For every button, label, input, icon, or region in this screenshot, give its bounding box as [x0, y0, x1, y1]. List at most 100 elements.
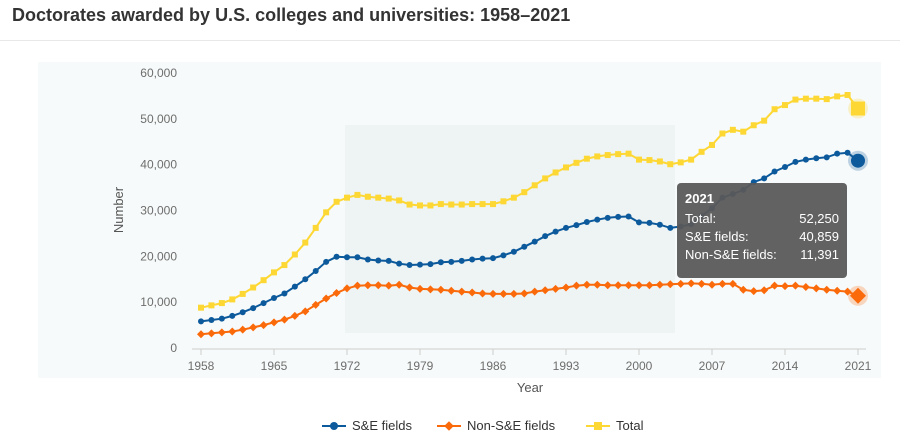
data-point-se-fields[interactable]: [615, 213, 622, 220]
data-point-total[interactable]: [229, 296, 236, 303]
data-point-se-fields[interactable]: [354, 254, 361, 261]
data-point-total[interactable]: [851, 101, 865, 116]
data-point-se-fields[interactable]: [510, 248, 517, 255]
data-point-non-se-fields[interactable]: [436, 285, 445, 294]
data-point-total[interactable]: [604, 152, 611, 159]
data-point-non-se-fields[interactable]: [728, 279, 737, 288]
data-point-total[interactable]: [333, 198, 340, 205]
data-point-total[interactable]: [364, 193, 371, 200]
data-point-total[interactable]: [250, 284, 257, 291]
data-point-non-se-fields[interactable]: [760, 286, 769, 295]
data-point-total[interactable]: [479, 201, 486, 208]
data-point-non-se-fields[interactable]: [812, 284, 821, 293]
legend-item-total[interactable]: Total: [586, 418, 643, 433]
data-point-non-se-fields[interactable]: [509, 289, 518, 298]
data-point-non-se-fields[interactable]: [614, 281, 623, 290]
data-point-se-fields[interactable]: [364, 256, 371, 263]
data-point-non-se-fields[interactable]: [603, 281, 612, 290]
data-point-non-se-fields[interactable]: [270, 318, 278, 327]
data-point-total[interactable]: [823, 96, 830, 103]
data-point-non-se-fields[interactable]: [311, 300, 320, 309]
legend-item-se-fields[interactable]: S&E fields: [322, 418, 412, 433]
data-point-non-se-fields[interactable]: [739, 285, 748, 294]
data-point-total[interactable]: [385, 195, 392, 202]
data-point-total[interactable]: [490, 201, 496, 208]
data-point-total[interactable]: [740, 128, 747, 135]
data-point-se-fields[interactable]: [208, 317, 215, 324]
data-point-total[interactable]: [469, 201, 476, 208]
data-point-se-fields[interactable]: [229, 312, 236, 319]
data-point-non-se-fields[interactable]: [770, 281, 779, 290]
data-point-non-se-fields[interactable]: [801, 283, 810, 292]
data-point-non-se-fields[interactable]: [207, 329, 216, 338]
data-point-total[interactable]: [198, 304, 204, 311]
data-point-total[interactable]: [406, 201, 413, 208]
data-point-total[interactable]: [792, 96, 799, 103]
data-point-se-fields[interactable]: [594, 216, 601, 223]
data-point-se-fields[interactable]: [823, 154, 830, 161]
data-point-non-se-fields[interactable]: [624, 281, 633, 290]
data-point-non-se-fields[interactable]: [572, 281, 581, 290]
data-point-se-fields[interactable]: [323, 258, 330, 265]
data-point-total[interactable]: [563, 164, 569, 171]
data-point-se-fields[interactable]: [250, 305, 257, 312]
data-point-total[interactable]: [583, 155, 590, 162]
data-point-total[interactable]: [542, 175, 549, 182]
data-point-non-se-fields[interactable]: [843, 287, 852, 296]
data-point-non-se-fields[interactable]: [353, 281, 362, 290]
data-point-non-se-fields[interactable]: [322, 294, 331, 303]
data-point-total[interactable]: [354, 191, 361, 198]
data-point-se-fields[interactable]: [260, 300, 267, 307]
data-point-total[interactable]: [594, 153, 601, 160]
data-point-non-se-fields[interactable]: [551, 284, 560, 293]
data-point-se-fields[interactable]: [563, 224, 569, 231]
data-point-se-fields[interactable]: [448, 258, 455, 265]
data-point-total[interactable]: [271, 269, 277, 276]
data-point-non-se-fields[interactable]: [822, 285, 831, 294]
data-point-total[interactable]: [656, 158, 663, 165]
data-point-total[interactable]: [750, 122, 757, 129]
data-point-se-fields[interactable]: [469, 256, 476, 263]
data-point-non-se-fields[interactable]: [489, 289, 497, 298]
data-point-total[interactable]: [771, 106, 778, 113]
data-point-non-se-fields[interactable]: [301, 307, 310, 316]
data-point-total[interactable]: [521, 189, 528, 196]
data-point-se-fields[interactable]: [385, 257, 392, 264]
data-point-se-fields[interactable]: [625, 213, 632, 220]
data-point-non-se-fields[interactable]: [238, 325, 247, 334]
data-point-total[interactable]: [802, 95, 809, 102]
data-point-se-fields[interactable]: [813, 155, 820, 162]
data-point-se-fields[interactable]: [281, 290, 288, 297]
data-point-se-fields[interactable]: [656, 221, 663, 228]
data-point-total[interactable]: [375, 194, 382, 201]
data-point-non-se-fields[interactable]: [228, 327, 237, 336]
data-point-total[interactable]: [510, 194, 517, 201]
data-point-non-se-fields[interactable]: [520, 289, 529, 298]
data-point-se-fields[interactable]: [479, 255, 486, 262]
data-point-non-se-fields[interactable]: [290, 311, 299, 320]
data-point-total[interactable]: [636, 156, 642, 163]
legend-item-non-se-fields[interactable]: Non-S&E fields: [437, 418, 555, 433]
data-point-total[interactable]: [281, 262, 288, 269]
data-point-total[interactable]: [688, 156, 695, 163]
data-point-non-se-fields[interactable]: [791, 281, 800, 290]
data-point-total[interactable]: [834, 93, 841, 100]
data-point-se-fields[interactable]: [396, 260, 403, 267]
data-point-se-fields[interactable]: [458, 257, 465, 264]
data-point-se-fields[interactable]: [500, 252, 507, 259]
data-point-se-fields[interactable]: [271, 295, 277, 302]
data-point-non-se-fields[interactable]: [259, 321, 268, 330]
data-point-se-fields[interactable]: [291, 283, 298, 290]
data-point-total[interactable]: [813, 95, 820, 102]
data-point-total[interactable]: [218, 300, 225, 307]
data-point-non-se-fields[interactable]: [697, 279, 706, 288]
data-point-non-se-fields[interactable]: [447, 286, 456, 295]
data-point-se-fields[interactable]: [302, 276, 309, 283]
data-point-se-fields[interactable]: [573, 222, 580, 229]
data-point-total[interactable]: [782, 102, 788, 109]
data-point-se-fields[interactable]: [542, 233, 549, 240]
data-point-se-fields[interactable]: [344, 254, 350, 261]
data-point-se-fields[interactable]: [218, 315, 225, 322]
data-point-total[interactable]: [531, 182, 538, 189]
data-point-non-se-fields[interactable]: [541, 286, 550, 295]
